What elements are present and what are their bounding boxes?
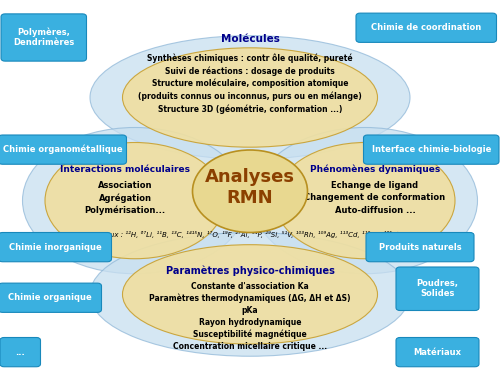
Text: Echange de ligand: Echange de ligand	[332, 181, 418, 190]
Text: Concentration micellaire critique ...: Concentration micellaire critique ...	[173, 342, 327, 351]
Ellipse shape	[22, 128, 248, 274]
Ellipse shape	[122, 245, 378, 344]
Text: Rayon hydrodynamique: Rayon hydrodynamique	[199, 318, 301, 327]
Text: Changement de conformation: Changement de conformation	[304, 194, 446, 202]
Text: Structure moléculaire, composition atomique: Structure moléculaire, composition atomi…	[152, 79, 348, 88]
FancyBboxPatch shape	[356, 13, 496, 42]
FancyBboxPatch shape	[0, 338, 40, 367]
Text: Suivi de réactions : dosage de produits: Suivi de réactions : dosage de produits	[165, 66, 335, 76]
Text: Poudres,
Solides: Poudres, Solides	[416, 279, 459, 298]
Text: Interface chimie-biologie: Interface chimie-biologie	[372, 145, 491, 154]
Text: Susceptibilité magnétique: Susceptibilité magnétique	[193, 330, 307, 339]
Ellipse shape	[90, 232, 410, 356]
Ellipse shape	[252, 128, 478, 274]
FancyBboxPatch shape	[396, 338, 479, 367]
Text: Interactions moléculaires: Interactions moléculaires	[60, 165, 190, 174]
Text: Noyaux : ¹²H, ⁶⁷Li, ¹¹B, ¹³C, ¹⁴¹⁵N, ¹⁷O, ¹⁹F, ²⁷Al, ³¹P, ²⁹Si, ⁵¹V, ¹⁰³Rh, ¹⁰⁹A: Noyaux : ¹²H, ⁶⁷Li, ¹¹B, ¹³C, ¹⁴¹⁵N, ¹⁷O…	[92, 231, 408, 238]
Text: Auto-diffusion ...: Auto-diffusion ...	[334, 206, 415, 215]
Ellipse shape	[90, 36, 410, 159]
FancyBboxPatch shape	[396, 267, 479, 310]
Ellipse shape	[45, 142, 225, 259]
Text: Phénomènes dynamiques: Phénomènes dynamiques	[310, 165, 440, 174]
Text: Chimie organométallique: Chimie organométallique	[2, 145, 122, 154]
Text: Agrégation: Agrégation	[98, 193, 152, 203]
FancyBboxPatch shape	[364, 135, 499, 164]
Text: Structure 3D (géométrie, conformation ...): Structure 3D (géométrie, conformation ..…	[158, 104, 342, 114]
Text: Chimie inorganique: Chimie inorganique	[8, 243, 102, 252]
Ellipse shape	[192, 150, 308, 232]
FancyBboxPatch shape	[366, 232, 474, 262]
Text: Synthèses chimiques : contr ôle qualité, pureté: Synthèses chimiques : contr ôle qualité,…	[147, 53, 353, 63]
FancyBboxPatch shape	[0, 135, 126, 164]
Text: Analyses
RMN: Analyses RMN	[205, 168, 295, 207]
Text: ...: ...	[16, 348, 25, 357]
Text: Paramètres thermodynamiques (ΔG, ΔH et ΔS): Paramètres thermodynamiques (ΔG, ΔH et Δ…	[149, 294, 351, 303]
Text: Chimie organique: Chimie organique	[8, 293, 92, 302]
Text: pKa: pKa	[242, 306, 258, 315]
Text: Chimie de coordination: Chimie de coordination	[371, 23, 482, 32]
Text: Association: Association	[98, 181, 152, 190]
Ellipse shape	[275, 142, 455, 259]
Text: Produits naturels: Produits naturels	[378, 243, 462, 252]
FancyBboxPatch shape	[0, 283, 102, 312]
Text: Matériaux: Matériaux	[414, 348, 462, 357]
Text: (produits connus ou inconnus, purs ou en mélange): (produits connus ou inconnus, purs ou en…	[138, 92, 362, 101]
Ellipse shape	[122, 48, 378, 147]
Text: Polymères,
Dendrimères: Polymères, Dendrimères	[13, 27, 74, 48]
Text: Constante d'association Ka: Constante d'association Ka	[191, 282, 309, 291]
Text: Molécules: Molécules	[220, 34, 280, 44]
FancyBboxPatch shape	[0, 232, 112, 262]
FancyBboxPatch shape	[1, 14, 86, 61]
Text: Paramètres physico-chimiques: Paramètres physico-chimiques	[166, 266, 334, 276]
Text: Polymérisation...: Polymérisation...	[84, 206, 166, 215]
